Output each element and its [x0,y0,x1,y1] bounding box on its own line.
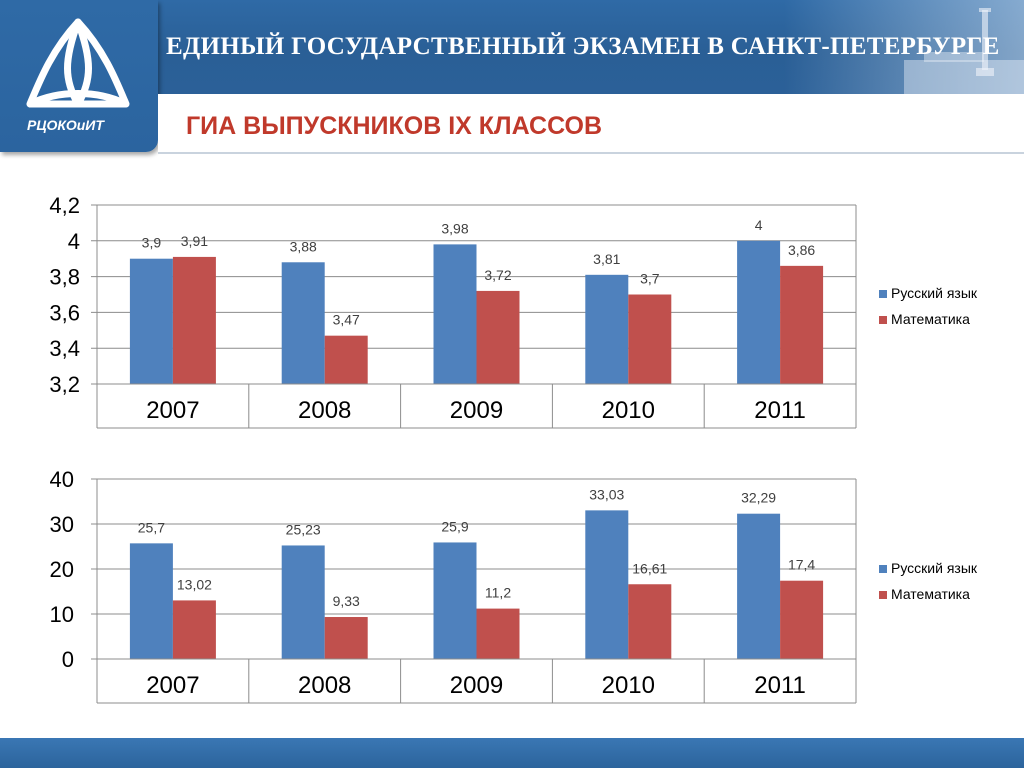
x-tick-label: 2011 [754,397,806,424]
bar [628,294,672,384]
legend-label: Русский язык [891,285,978,301]
data-label: 25,9 [441,518,468,534]
page-title: ГИА ВЫПУСКНИКОВ IX КЛАССОВ [186,112,603,140]
x-tick-label: 2010 [602,397,655,424]
bar [324,335,368,384]
triquetra-logo-icon [26,18,130,108]
legend-label: Математика [891,586,970,602]
bar [628,584,672,659]
legend-swatch [879,290,887,298]
y-tick-label: 0 [62,647,74,672]
logo: РЦОКОиИТ [0,0,158,152]
header-bar: ЕДИНЫЙ ГОСУДАРСТВЕННЫЙ ЭКЗАМЕН В САНКТ-П… [0,0,1024,94]
bar [780,580,824,659]
y-tick-label: 20 [50,557,74,582]
data-label: 32,29 [741,490,776,506]
legend-label: Русский язык [891,560,978,576]
bar [737,240,781,384]
bar [172,600,216,659]
y-tick-label: 3,8 [49,265,80,290]
x-tick-label: 2009 [450,672,503,699]
data-label: 3,7 [640,271,660,287]
data-label: 3,47 [333,312,360,328]
y-tick-label: 4 [68,229,80,254]
x-tick-label: 2009 [450,397,503,424]
bar [433,542,477,659]
footer-bar [0,738,1024,768]
x-tick-label: 2008 [298,397,351,424]
header-title: ЕДИНЫЙ ГОСУДАРСТВЕННЫЙ ЭКЗАМЕН В САНКТ-П… [166,33,1000,60]
data-label: 4 [755,217,763,233]
y-tick-label: 3,4 [49,336,80,361]
skyline-icon [904,8,1024,94]
y-tick-label: 3,2 [49,372,80,397]
bar [585,510,629,659]
legend-swatch [879,591,887,599]
data-label: 11,2 [485,585,511,601]
data-label: 3,88 [290,238,317,254]
data-label: 3,86 [788,242,815,258]
data-label: 3,72 [484,267,511,283]
chart-avg-scores: 0 10 20 30 40 2007 25,7 13,02 2008 25,23 9,33 2009 2… [50,467,978,704]
bar [129,258,173,384]
bar [172,256,216,384]
data-label: 25,23 [286,521,321,537]
x-tick-label: 2007 [146,397,199,424]
bar [737,513,781,659]
bar [585,274,629,384]
bar [476,290,520,384]
logo-text: РЦОКОиИТ [27,117,104,133]
chart-avg-grades: 3,2 3,4 3,6 3,8 4 4,2 2007 3,9 3,91 2008 3,88 3,47 2… [49,193,978,429]
legend-swatch [879,316,887,324]
bar [780,265,824,384]
data-label: 33,03 [589,486,624,502]
data-label: 3,98 [441,220,468,236]
legend-label: Математика [891,311,970,327]
bar [281,262,325,384]
data-label: 17,4 [788,557,815,573]
data-label: 16,61 [632,560,667,576]
data-label: 25,7 [138,519,165,535]
legend-swatch [879,565,887,573]
y-tick-label: 10 [50,602,74,627]
y-tick-label: 30 [50,512,74,537]
x-tick-label: 2011 [754,672,806,699]
x-tick-label: 2007 [146,672,199,699]
data-label: 3,91 [181,233,208,249]
y-tick-label: 4,2 [49,193,80,218]
x-tick-label: 2008 [298,672,351,699]
bar [476,608,520,659]
bar [324,617,368,659]
bar [433,244,477,384]
bar [129,543,173,659]
data-label: 9,33 [333,593,360,609]
data-label: 3,9 [142,235,162,251]
y-tick-label: 40 [50,467,74,492]
data-label: 3,81 [593,251,620,267]
city-skyline-image [784,0,1024,94]
data-label: 13,02 [177,576,212,592]
x-tick-label: 2010 [602,672,655,699]
subtitle-band [158,94,1024,154]
bar [281,545,325,659]
y-tick-label: 3,6 [49,300,80,325]
